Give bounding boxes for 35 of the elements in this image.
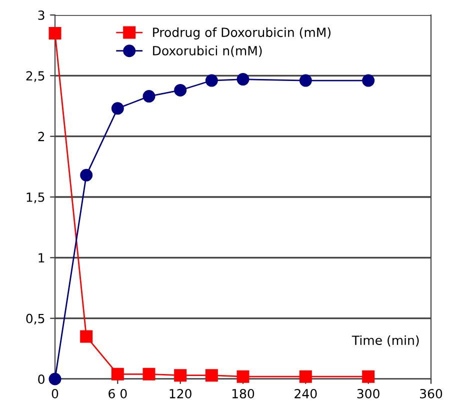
x-tick-label: 300 (357, 388, 380, 398)
y-tick-label: 1,5 (26, 192, 44, 204)
x-tick-label: 6 0 (108, 388, 127, 398)
y-tick-label: 0,5 (26, 314, 44, 325)
x-tick-label: 240 (294, 388, 317, 398)
point (299, 370, 312, 383)
point (142, 368, 156, 380)
legend-label: Doxorubici n(mM) (153, 46, 262, 57)
y-tick-label: 0 (38, 374, 44, 384)
point (174, 84, 187, 96)
point (48, 372, 62, 386)
x-tick-label: 360 (420, 388, 442, 398)
point (236, 73, 250, 86)
x-tick-label: 120 (170, 388, 192, 398)
legend-label: Prodrug of Doxorubicin (mM) (153, 27, 330, 40)
point (205, 369, 218, 382)
point (174, 369, 187, 382)
point (111, 368, 124, 380)
point (299, 74, 312, 87)
x-tick-label: 0 (52, 388, 58, 398)
point (80, 168, 93, 182)
y-tick-label: 1 (38, 253, 44, 262)
point (236, 370, 250, 383)
point (142, 90, 156, 103)
point (80, 330, 93, 343)
point (48, 26, 62, 40)
point (111, 102, 124, 115)
y-tick-label: 3 (38, 10, 44, 20)
y-tick-label: 2,5 (26, 71, 44, 82)
x-axis-title: Time (min) (352, 335, 419, 346)
point (362, 74, 375, 87)
y-tick-label: 2 (38, 132, 44, 142)
point (362, 370, 375, 383)
x-tick-label: 180 (232, 388, 254, 398)
point (205, 74, 218, 87)
